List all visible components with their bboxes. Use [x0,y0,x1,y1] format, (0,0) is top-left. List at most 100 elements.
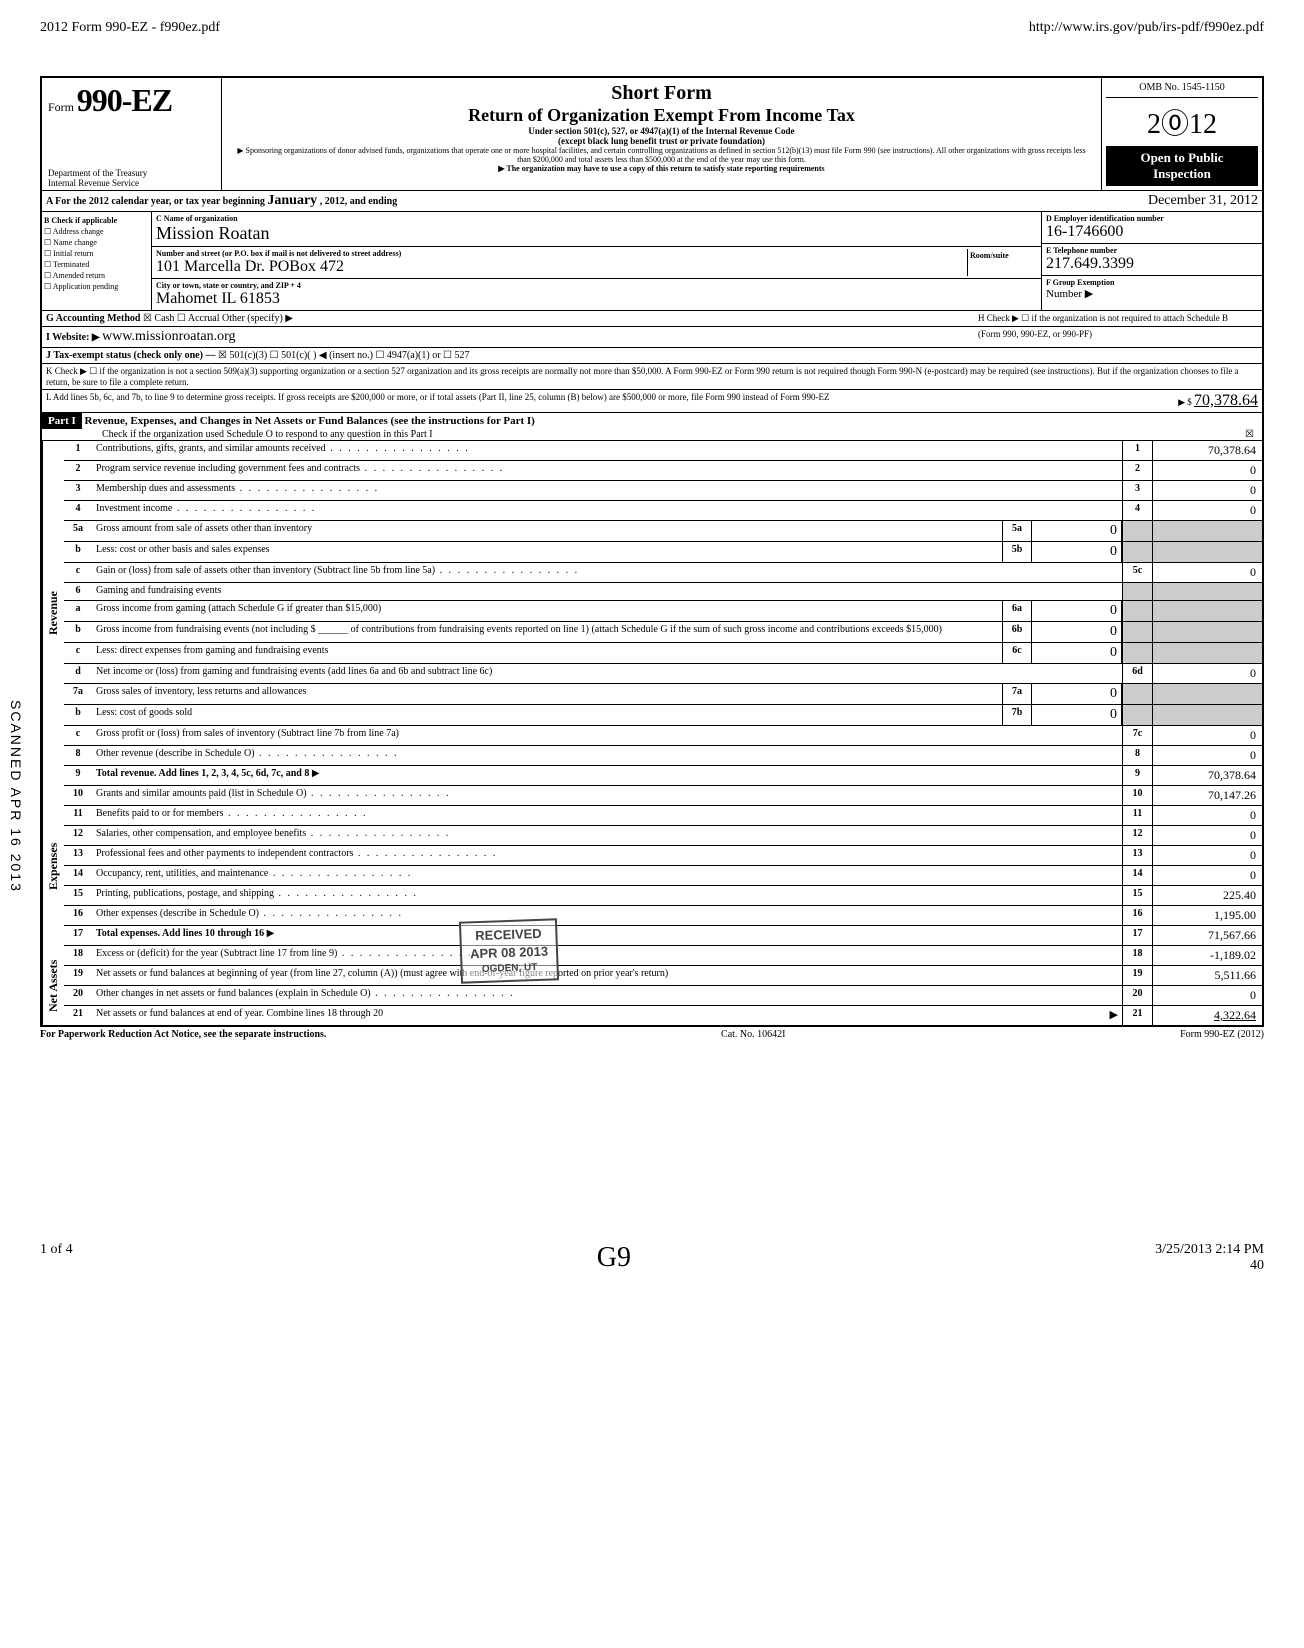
website-label: I Website: ▶ [46,332,100,343]
shaded-cell [1122,643,1152,663]
row-l-text: L Add lines 5b, 6c, and 7b, to line 9 to… [46,392,1178,410]
line-6-num: 6 [64,583,92,600]
street-label: Number and street (or P.O. box if mail i… [156,249,967,258]
shaded-cell [1122,684,1152,704]
line-6d-value: 0 [1152,664,1262,683]
line-20-num: 20 [64,986,92,1005]
line-6d-desc: Net income or (loss) from gaming and fun… [92,664,1122,683]
line-18-valnum: 18 [1122,946,1152,965]
line-9-desc: Total revenue. Add lines 1, 2, 3, 4, 5c,… [96,768,309,779]
other-option[interactable]: Other (specify) ▶ [222,313,293,324]
h-check: H Check ▶ ☐ if the organization is not r… [978,313,1258,324]
form-footer: Form 990-EZ (2012) [1180,1029,1264,1040]
inspection: Inspection [1108,166,1256,182]
line-1-value: 70,378.64 [1152,441,1262,460]
line-15-valnum: 15 [1122,886,1152,905]
line-6-desc: Gaming and fundraising events [92,583,1122,600]
line-16-value: 1,195.00 [1152,906,1262,925]
check-initial-return[interactable]: ☐ Initial return [44,249,149,258]
omb-number: OMB No. 1545-1150 [1106,82,1258,98]
line-4-num: 4 [64,501,92,520]
line-7b-subnum: 7b [1002,705,1032,725]
group-label: F Group Exemption [1046,278,1258,287]
line-14-num: 14 [64,866,92,885]
check-amended[interactable]: ☐ Amended return [44,271,149,280]
line-7c-valnum: 7c [1122,726,1152,745]
line-16-num: 16 [64,906,92,925]
shaded-cell [1152,521,1262,541]
line-3-valnum: 3 [1122,481,1152,500]
line-10-desc: Grants and similar amounts paid (list in… [92,786,1122,805]
year-begin: January [267,193,317,208]
line-5c-num: c [64,563,92,582]
line-8-num: 8 [64,746,92,765]
line-20-value: 0 [1152,986,1262,1005]
line-20-valnum: 20 [1122,986,1152,1005]
line-2-desc: Program service revenue including govern… [92,461,1122,480]
line-5a-subval: 0 [1032,521,1122,541]
line-20-desc: Other changes in net assets or fund bala… [92,986,1122,1005]
check-terminated[interactable]: ☐ Terminated [44,260,149,269]
shaded-cell [1122,601,1152,621]
line-6b-subnum: 6b [1002,622,1032,642]
row-a-mid: , 2012, and ending [320,196,398,207]
line-7b-desc: Less: cost of goods sold [92,705,1002,725]
check-address-change[interactable]: ☐ Address change [44,227,149,236]
line-5b-subval: 0 [1032,542,1122,562]
check-name-change[interactable]: ☐ Name change [44,238,149,247]
line-12-value: 0 [1152,826,1262,845]
shaded-cell [1152,643,1262,663]
return-title: Return of Organization Exempt From Incom… [230,105,1093,126]
line-2-value: 0 [1152,461,1262,480]
tax-year: 2⓪12 [1106,102,1258,142]
schedule-o-checkbox[interactable]: ☒ [1245,429,1254,440]
room-label: Room/suite [970,251,1035,260]
accounting-label: G Accounting Method [46,313,140,324]
line-8-value: 0 [1152,746,1262,765]
line-7a-subval: 0 [1032,684,1122,704]
revenue-label: Revenue [42,441,64,786]
line-11-num: 11 [64,806,92,825]
line-5b-desc: Less: cost or other basis and sales expe… [92,542,1002,562]
tel-label: E Telephone number [1046,246,1258,255]
line-2-valnum: 2 [1122,461,1152,480]
line-9-valnum: 9 [1122,766,1152,785]
group-number: Number ▶ [1046,287,1258,300]
form-label: Form [48,100,74,114]
line-11-desc: Benefits paid to or for members [92,806,1122,825]
tax-exempt-label: J Tax-exempt status (check only one) — [46,350,215,361]
shaded-cell [1122,583,1152,600]
catalog-number: Cat. No. 10642I [721,1029,785,1040]
line-5b-subnum: 5b [1002,542,1032,562]
shaded-cell [1152,583,1262,600]
line-6d-num: d [64,664,92,683]
cash-option[interactable]: Cash [154,313,174,324]
line-6b-desc: Gross income from fundraising events (no… [92,622,1002,642]
line-13-valnum: 13 [1122,846,1152,865]
row-k-text: K Check ▶ ☐ if the organization is not a… [46,366,1258,387]
line-18-value: -1,189.02 [1152,946,1262,965]
check-pending[interactable]: ☐ Application pending [44,282,149,291]
line-21-valnum: 21 [1122,1006,1152,1025]
line-18-desc: Excess or (deficit) for the year (Subtra… [92,946,1122,965]
footer-num: 40 [1155,1258,1264,1274]
line-19-valnum: 19 [1122,966,1152,985]
line-17-num: 17 [64,926,92,945]
part-1-title: Revenue, Expenses, and Changes in Net As… [85,415,535,427]
ein-value: 16-1746600 [1046,223,1258,241]
line-12-desc: Salaries, other compensation, and employ… [92,826,1122,845]
initials: G9 [597,1242,631,1274]
line-3-value: 0 [1152,481,1262,500]
form-number: 990-EZ [77,82,172,118]
line-17-valnum: 17 [1122,926,1152,945]
line-6c-desc: Less: direct expenses from gaming and fu… [92,643,1002,663]
tax-exempt-options[interactable]: ☒ 501(c)(3) ☐ 501(c)( ) ◀ (insert no.) ☐… [218,350,470,361]
line-6a-subval: 0 [1032,601,1122,621]
accrual-option[interactable]: Accrual [188,313,220,324]
shaded-cell [1122,622,1152,642]
line-6b-subval: 0 [1032,622,1122,642]
org-name-label: C Name of organization [156,214,1037,223]
line-7c-num: c [64,726,92,745]
line-21-num: 21 [64,1006,92,1025]
sponsoring-text: ▶ Sponsoring organizations of donor advi… [230,146,1093,164]
